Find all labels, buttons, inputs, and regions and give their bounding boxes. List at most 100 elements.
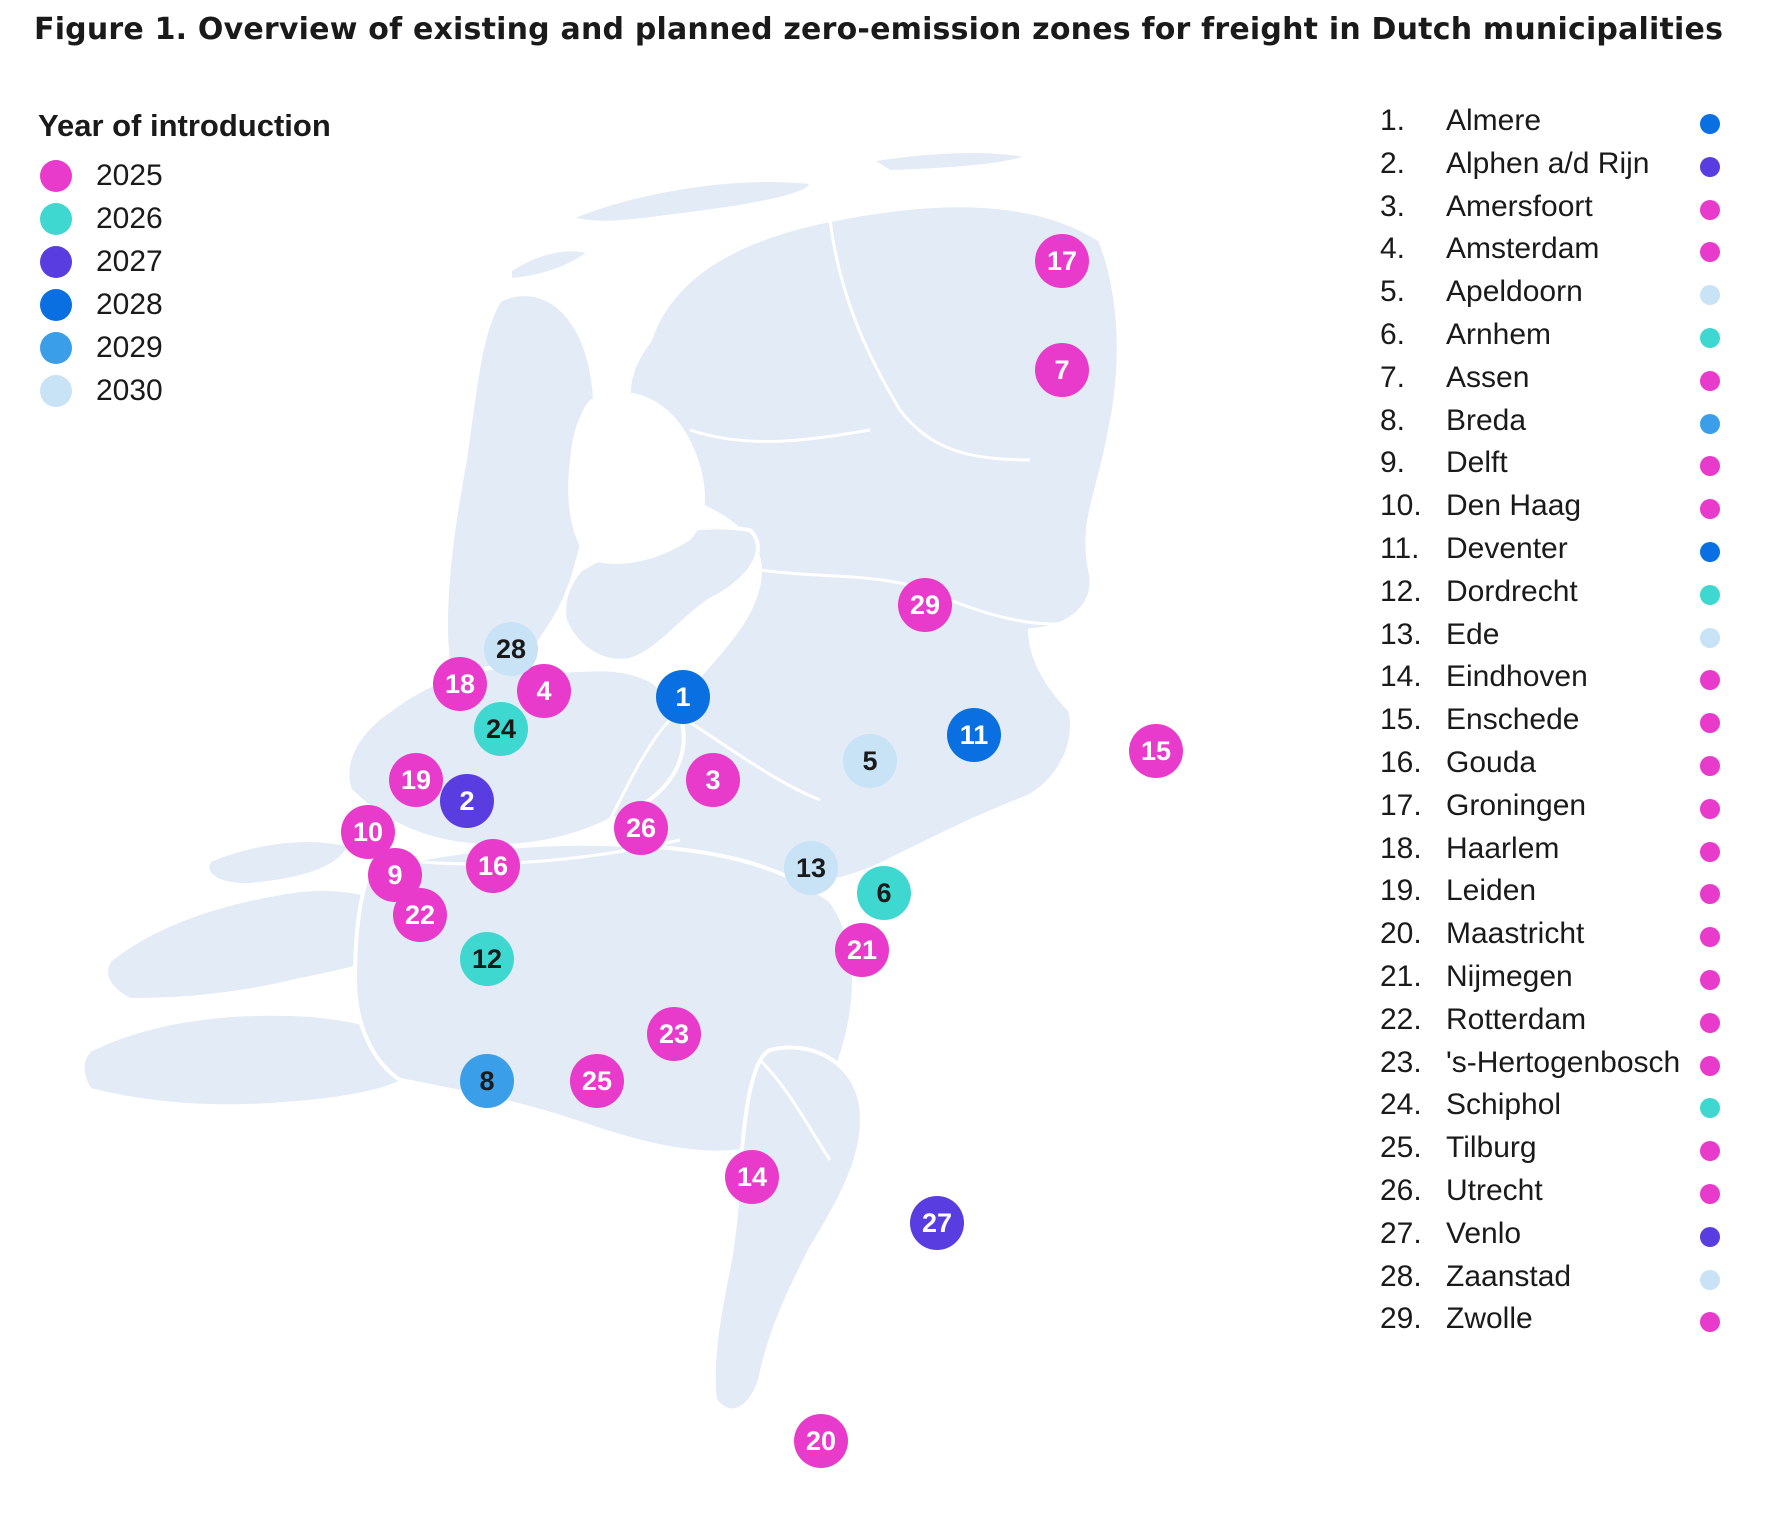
- list-item-number: 24.: [1380, 1088, 1422, 1122]
- list-item-number: 6.: [1380, 317, 1406, 351]
- list-item-name: Dordrecht: [1446, 574, 1578, 608]
- list-item-number: 21.: [1380, 959, 1422, 993]
- list-item-number: 29.: [1380, 1302, 1422, 1336]
- legend-label: 2025: [96, 158, 163, 192]
- map-marker-15: 15: [1129, 724, 1183, 778]
- list-item: 24. Schiphol: [1380, 1088, 1740, 1131]
- list-item-number: 3.: [1380, 189, 1406, 223]
- list-item-year-dot: [1700, 1141, 1720, 1162]
- map-marker-12: 12: [460, 932, 514, 986]
- list-item: 10. Den Haag: [1380, 489, 1740, 532]
- list-item: 12. Dordrecht: [1380, 575, 1740, 618]
- figure-title: Figure 1. Overview of existing and plann…: [34, 12, 1724, 47]
- list-item-number: 19.: [1380, 874, 1422, 908]
- list-item-year-dot: [1700, 1269, 1720, 1290]
- map-marker-26: 26: [614, 801, 668, 855]
- legend-label: 2026: [96, 201, 163, 235]
- list-item: 17. Groningen: [1380, 789, 1740, 832]
- list-item-name: Assen: [1446, 360, 1530, 394]
- list-item-name: Tilburg: [1446, 1131, 1537, 1165]
- map-marker-14: 14: [725, 1150, 779, 1204]
- list-item-name: Nijmegen: [1446, 959, 1573, 993]
- list-item-number: 1.: [1380, 104, 1406, 137]
- legend-item-2025: 2025: [38, 154, 331, 197]
- map-marker-4: 4: [517, 664, 571, 718]
- list-item-name: Haarlem: [1446, 831, 1560, 865]
- list-item-name: Arnhem: [1446, 317, 1552, 351]
- map-marker-3: 3: [686, 753, 740, 807]
- map-marker-1: 1: [656, 670, 710, 724]
- list-item-name: 's-Hertogenbosch: [1446, 1045, 1681, 1079]
- map-marker-29: 29: [898, 578, 952, 632]
- province-border: [689, 428, 871, 444]
- province-border: [758, 1058, 832, 1161]
- legend-item-2030: 2030: [38, 369, 331, 412]
- list-item-number: 26.: [1380, 1173, 1422, 1207]
- list-item: 2. Alphen a/d Rijn: [1380, 147, 1740, 190]
- list-item-year-dot: [1700, 798, 1720, 819]
- map-shape: [80, 149, 1121, 1413]
- list-item-number: 7.: [1380, 360, 1406, 394]
- list-item-year-dot: [1700, 285, 1720, 306]
- legend-swatch: [40, 202, 72, 235]
- list-item: 29. Zwolle: [1380, 1302, 1740, 1345]
- list-item-number: 10.: [1380, 489, 1422, 523]
- list-item-name: Rotterdam: [1446, 1002, 1587, 1036]
- list-item-name: Deventer: [1446, 531, 1568, 565]
- region-limburg: [711, 1045, 864, 1413]
- list-item-year-dot: [1700, 114, 1720, 134]
- list-item: 1. Almere: [1380, 104, 1740, 147]
- list-item-name: Alphen a/d Rijn: [1446, 146, 1650, 180]
- list-item: 28. Zaanstad: [1380, 1260, 1740, 1303]
- map-marker-25: 25: [570, 1054, 624, 1108]
- list-item-year-dot: [1700, 370, 1720, 391]
- list-item-name: Almere: [1446, 104, 1542, 137]
- list-item-number: 8.: [1380, 403, 1406, 437]
- list-item-name: Utrecht: [1446, 1173, 1543, 1207]
- legend-item-2026: 2026: [38, 197, 331, 240]
- list-item-number: 12.: [1380, 574, 1422, 608]
- list-item-name: Amersfoort: [1446, 189, 1593, 223]
- legend-item-2027: 2027: [38, 240, 331, 283]
- list-item-year-dot: [1700, 1226, 1720, 1247]
- map-marker-10: 10: [341, 805, 395, 859]
- list-item: 7. Assen: [1380, 361, 1740, 404]
- list-item: 21. Nijmegen: [1380, 960, 1740, 1003]
- list-item: 9. Delft: [1380, 446, 1740, 489]
- list-item: 5. Apeldoorn: [1380, 275, 1740, 318]
- list-item-name: Maastricht: [1446, 917, 1585, 951]
- list-item-name: Venlo: [1446, 1216, 1522, 1250]
- legend-items: 2025 2026 2027 2028 2029 2030: [38, 154, 331, 412]
- list-item-year-dot: [1700, 841, 1720, 862]
- list-item-name: Schiphol: [1446, 1088, 1562, 1122]
- list-item-number: 28.: [1380, 1259, 1422, 1293]
- legend-label: 2027: [96, 244, 163, 278]
- list-item-number: 15.: [1380, 703, 1422, 737]
- wadden-island: [868, 149, 1032, 174]
- map-marker-18: 18: [433, 657, 487, 711]
- legend-item-2029: 2029: [38, 326, 331, 369]
- map-marker-19: 19: [389, 753, 443, 807]
- list-item-year-dot: [1700, 755, 1720, 776]
- list-item-year-dot: [1700, 1312, 1720, 1333]
- list-item-year-dot: [1700, 670, 1720, 691]
- map-marker-5: 5: [843, 734, 897, 788]
- list-item: 15. Enschede: [1380, 703, 1740, 746]
- legend-item-2028: 2028: [38, 283, 331, 326]
- list-item-number: 9.: [1380, 446, 1406, 480]
- list-item-name: Den Haag: [1446, 489, 1582, 523]
- map-marker-13: 13: [784, 841, 838, 895]
- list-item: 14. Eindhoven: [1380, 660, 1740, 703]
- list-item-year-dot: [1700, 199, 1720, 220]
- list-item-name: Enschede: [1446, 703, 1580, 737]
- list-item-name: Gouda: [1446, 745, 1537, 779]
- list-item-name: Apeldoorn: [1446, 275, 1583, 309]
- ijsselmeer: [568, 392, 705, 564]
- list-item-name: Groningen: [1446, 788, 1587, 822]
- list-item-year-dot: [1700, 1183, 1720, 1204]
- list-item-number: 27.: [1380, 1216, 1422, 1250]
- list-item: 13. Ede: [1380, 618, 1740, 661]
- map-marker-22: 22: [393, 888, 447, 942]
- list-item-year-dot: [1700, 884, 1720, 905]
- list-item: 18. Haarlem: [1380, 832, 1740, 875]
